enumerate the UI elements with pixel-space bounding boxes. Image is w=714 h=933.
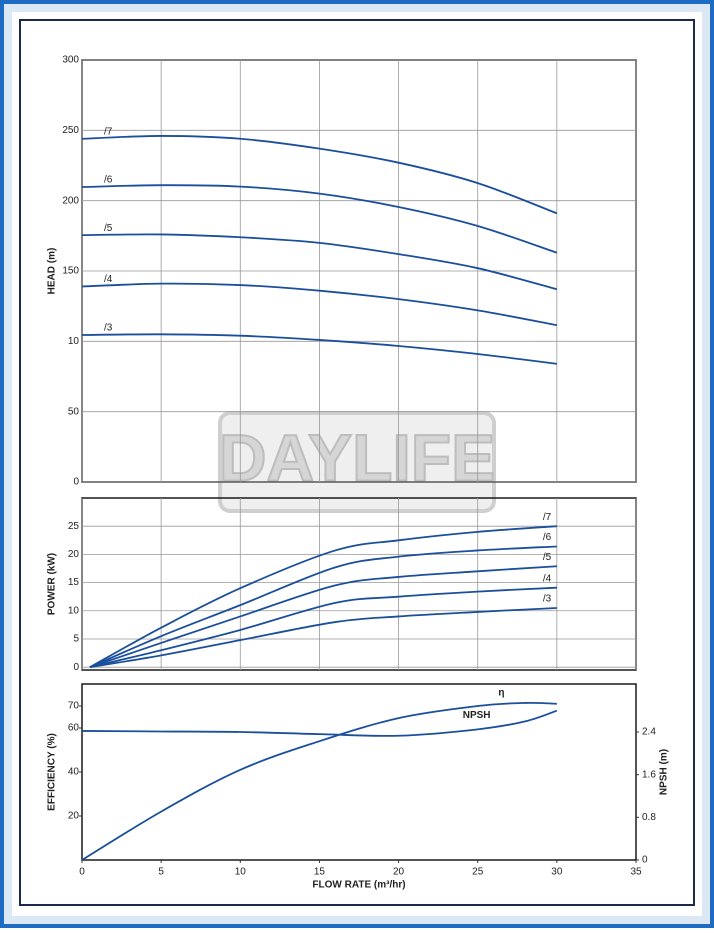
series-label: /4 [104,274,113,285]
y-tick-label: 150 [62,266,79,277]
y-tick-label: 20 [68,811,80,822]
watermark: DAYLIFE [218,411,496,513]
y-tick-label: 15 [68,577,80,588]
y-tick-label: 250 [62,125,79,136]
series-label: /7 [104,126,113,137]
series-line [89,565,557,669]
series-label: /4 [543,573,552,584]
series-label: η [498,688,504,699]
y-tick-label: 60 [68,723,80,734]
y-tick-label: 0 [73,477,79,488]
x-axis-label: FLOW RATE (m³/hr) [312,880,405,891]
y2-tick-label: 0 [642,855,648,866]
series-label: /3 [104,323,113,334]
y-axis-label: HEAD (m) [47,248,58,295]
y-axis-label: EFFICIENCY (%) [47,733,58,811]
x-tick-label: 20 [393,867,405,878]
series-line [89,586,557,669]
series-label: /5 [543,552,552,563]
x-tick-label: 10 [235,867,247,878]
series-line [89,607,557,669]
x-tick-label: 0 [79,867,85,878]
series-label: /5 [104,223,113,234]
y2-tick-label: 0.8 [642,812,656,823]
y-tick-label: 70 [68,701,80,712]
series-line [81,184,558,254]
x-tick-label: 30 [551,867,563,878]
series-line [81,282,558,327]
panel-border [19,19,695,906]
y-tick-label: 10 [68,336,80,347]
x-tick-label: 15 [314,867,326,878]
series-line [81,333,557,365]
y2-tick-label: 2.4 [642,727,656,738]
y-tick-label: 20 [68,549,80,560]
series-line [81,135,558,215]
x-tick-label: 35 [630,867,642,878]
series-line [89,545,557,669]
y-tick-label: 50 [68,406,80,417]
series-label: /6 [543,532,552,543]
series-label: /3 [543,594,552,605]
x-tick-label: 25 [472,867,484,878]
y-tick-label: 5 [73,634,79,645]
series-line [81,709,558,737]
y-axis-label: POWER (kW) [47,553,58,615]
series-line [89,525,557,668]
watermark-box [218,411,496,513]
y2-axis-label: NPSH (m) [659,749,670,795]
watermark-text: DAYLIFE [219,420,495,494]
y-tick-label: 200 [62,195,79,206]
y2-tick-label: 1.6 [642,769,656,780]
series-label: /7 [543,512,552,523]
series-label: NPSH [463,710,491,721]
series-line [81,233,558,291]
y-tick-label: 10 [68,605,80,616]
x-tick-label: 5 [158,867,164,878]
y-tick-label: 40 [68,767,80,778]
y-tick-label: 0 [73,662,79,673]
y-tick-label: 25 [68,521,80,532]
y-tick-label: 300 [62,55,79,66]
series-label: /6 [104,175,113,186]
